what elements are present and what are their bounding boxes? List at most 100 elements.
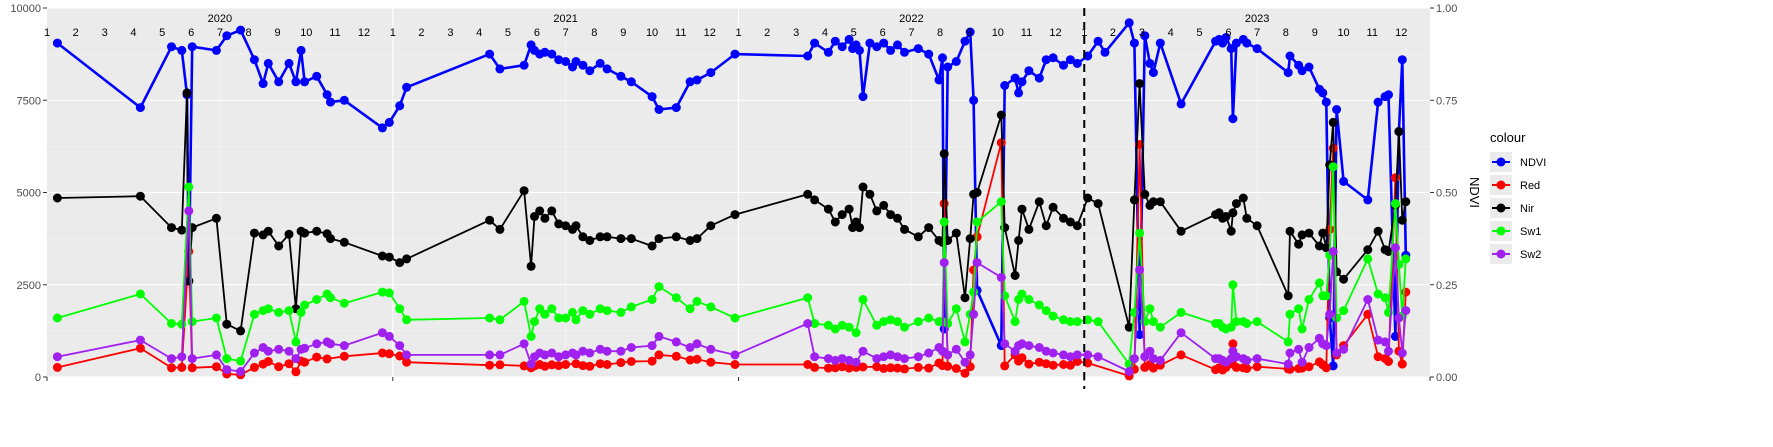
data-point-sw1 [1339, 306, 1349, 316]
data-point-sw2 [1083, 350, 1093, 360]
month-label: 7 [217, 27, 223, 39]
data-point-red [616, 358, 626, 368]
data-point-ndvi [1339, 176, 1349, 186]
data-point-nir [1304, 228, 1314, 238]
data-point-ndvi [1041, 55, 1051, 65]
data-point-sw2 [893, 352, 902, 362]
data-point-ndvi [671, 103, 681, 113]
data-point-sw1 [1304, 295, 1314, 304]
data-point-sw2 [685, 343, 695, 352]
data-point-nir [965, 234, 975, 244]
data-point-ndvi [339, 95, 349, 105]
data-point-sw2 [526, 359, 536, 369]
data-point-ndvi [1332, 105, 1342, 114]
data-point-nir [1124, 322, 1134, 332]
data-point-ndvi [249, 55, 259, 65]
data-point-red [177, 362, 187, 372]
legend-key-point [1496, 180, 1506, 190]
data-point-red [879, 364, 889, 373]
data-point-red [671, 351, 681, 361]
data-point-sw1 [602, 306, 612, 316]
data-point-ndvi [934, 75, 944, 85]
month-label: 6 [1225, 27, 1231, 39]
legend-label-sw2: Sw2 [1520, 249, 1541, 261]
data-point-ndvi [1059, 60, 1068, 70]
y2-tick-label: 0.50 [1436, 188, 1457, 200]
data-point-sw1 [647, 295, 657, 304]
data-point-sw1 [1017, 289, 1027, 299]
data-point-ndvi [300, 77, 310, 87]
data-point-sw2 [377, 328, 387, 338]
data-point-nir [571, 221, 581, 231]
data-point-ndvi [263, 58, 273, 68]
data-point-sw1 [339, 298, 349, 308]
data-point-ndvi [960, 36, 970, 46]
data-point-ndvi [685, 77, 695, 87]
data-point-ndvi [1304, 62, 1314, 72]
data-point-sw1 [913, 317, 923, 327]
month-label: 7 [908, 27, 914, 39]
data-point-nir [284, 229, 294, 239]
month-label: 6 [880, 27, 886, 39]
data-point-sw2 [1041, 346, 1051, 356]
data-point-red [1304, 362, 1314, 372]
data-point-sw1 [837, 320, 847, 330]
month-label: 7 [563, 27, 569, 39]
data-point-sw2 [872, 354, 882, 364]
data-point-sw2 [595, 344, 605, 354]
data-point-ndvi [519, 60, 529, 70]
data-point-sw1 [568, 307, 577, 317]
data-point-red [384, 349, 394, 359]
data-point-sw1 [960, 337, 970, 347]
data-point-sw2 [211, 350, 221, 360]
legend-title: colour [1490, 130, 1526, 145]
data-point-sw2 [851, 357, 861, 367]
data-point-sw1 [1093, 317, 1103, 327]
month-label: 5 [851, 27, 857, 39]
data-point-sw1 [519, 296, 529, 306]
data-point-ndvi [561, 57, 571, 66]
data-point-sw1 [395, 304, 405, 314]
data-point-sw2 [312, 339, 322, 349]
data-point-sw1 [578, 306, 588, 316]
data-point-sw1 [1065, 317, 1075, 327]
y-tick-label: 5000 [17, 188, 41, 200]
data-point-nir [300, 228, 310, 238]
month-label: 8 [246, 27, 252, 39]
data-point-sw2 [1285, 348, 1295, 358]
month-label: 2 [764, 27, 770, 39]
data-point-nir [1397, 215, 1407, 225]
data-point-ndvi [858, 92, 868, 102]
data-point-ndvi [879, 38, 889, 48]
month-label: 9 [966, 27, 972, 39]
data-point-ndvi [1373, 97, 1383, 107]
data-point-nir [211, 213, 221, 223]
month-label: 11 [1367, 27, 1378, 39]
data-point-sw2 [135, 335, 145, 345]
data-point-ndvi [1283, 68, 1293, 78]
data-point-nir [830, 217, 840, 227]
axes [43, 7, 1434, 381]
legend-key-point [1496, 249, 1506, 259]
data-point-red [837, 362, 847, 372]
data-point-ndvi [900, 47, 909, 57]
data-point-sw2 [692, 339, 702, 349]
data-point-sw1 [547, 304, 557, 314]
data-point-ndvi [547, 49, 557, 59]
data-point-sw2 [1297, 357, 1307, 367]
data-point-red [585, 361, 595, 371]
data-point-sw2 [1394, 313, 1404, 323]
data-point-nir [1072, 221, 1082, 231]
data-point-nir [844, 204, 854, 214]
data-point-nir [547, 206, 557, 216]
data-point-red [1363, 309, 1373, 319]
data-point-red [913, 362, 923, 372]
data-point-red [402, 357, 412, 367]
data-point-sw1 [692, 296, 702, 306]
data-point-sw2 [519, 339, 529, 349]
data-point-sw1 [1010, 317, 1020, 327]
data-point-ndvi [291, 77, 301, 87]
data-point-ndvi [384, 117, 394, 127]
data-point-nir [402, 254, 412, 264]
data-point-ndvi [312, 71, 322, 81]
